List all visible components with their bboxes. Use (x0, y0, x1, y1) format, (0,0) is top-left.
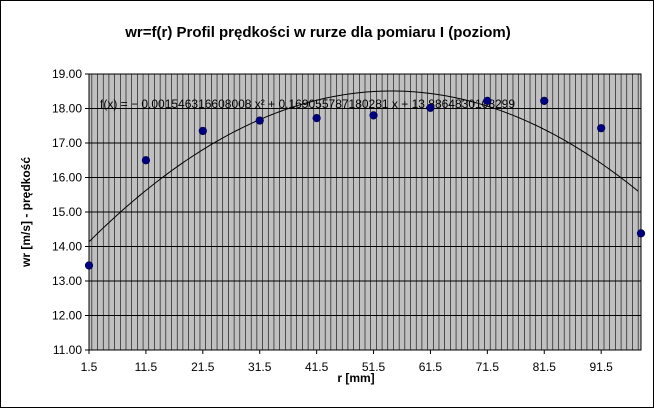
y-tick-label: 19.00 (52, 67, 82, 81)
y-tick-label: 12.00 (52, 309, 82, 323)
x-tick-label: 11.5 (135, 360, 158, 374)
data-point (597, 124, 606, 133)
x-tick-label: 21.5 (191, 360, 215, 374)
data-point (540, 96, 549, 106)
y-tick-label: 16.00 (52, 171, 82, 185)
x-tick-label: 61.5 (419, 360, 443, 374)
grid-lines (89, 73, 641, 351)
y-tick-label: 13.00 (52, 274, 82, 288)
data-point (369, 111, 378, 120)
x-tick-label: 91.5 (589, 360, 613, 374)
chart-title: wr=f(r) Profil prędkości w rurze dla pom… (124, 24, 510, 41)
data-point (636, 229, 646, 238)
x-tick-label: 81.5 (533, 360, 557, 374)
y-tick-label: 15.00 (52, 205, 82, 219)
data-point (198, 126, 207, 136)
data-point (84, 261, 94, 270)
y-axis-ticks: 11.00 12.00 13.00 14.00 15.00 16.00 17.00 18.00… (52, 67, 89, 357)
x-tick-label: 41.5 (305, 360, 329, 374)
data-point (483, 96, 492, 106)
y-tick-label: 14.00 (52, 240, 82, 254)
y-tick-label: 11.00 (53, 343, 82, 357)
y-tick-label: 18.00 (52, 102, 82, 116)
trendline-equation: f(x) = − 0.001546316608008 x² + 0.169055… (100, 97, 515, 111)
data-points (84, 96, 646, 270)
y-axis-label: wr [m/s] - prędkość (19, 157, 33, 268)
x-tick-label: 51.5 (362, 360, 386, 374)
data-point (426, 103, 435, 112)
data-point (255, 116, 264, 125)
x-axis-ticks: 1.5 11.5 21.5 31.5 41.5 51.5 61.5 71.5 81.5 91.5 (81, 350, 613, 374)
x-axis-label: r [mm] (337, 371, 374, 385)
trendline (88, 90, 639, 243)
y-tick-label: 17.00 (52, 136, 82, 150)
x-tick-label: 31.5 (248, 360, 272, 374)
data-point (312, 114, 321, 123)
x-tick-label: 1.5 (81, 360, 98, 374)
data-point (141, 156, 151, 165)
x-tick-label: 71.5 (476, 360, 500, 374)
